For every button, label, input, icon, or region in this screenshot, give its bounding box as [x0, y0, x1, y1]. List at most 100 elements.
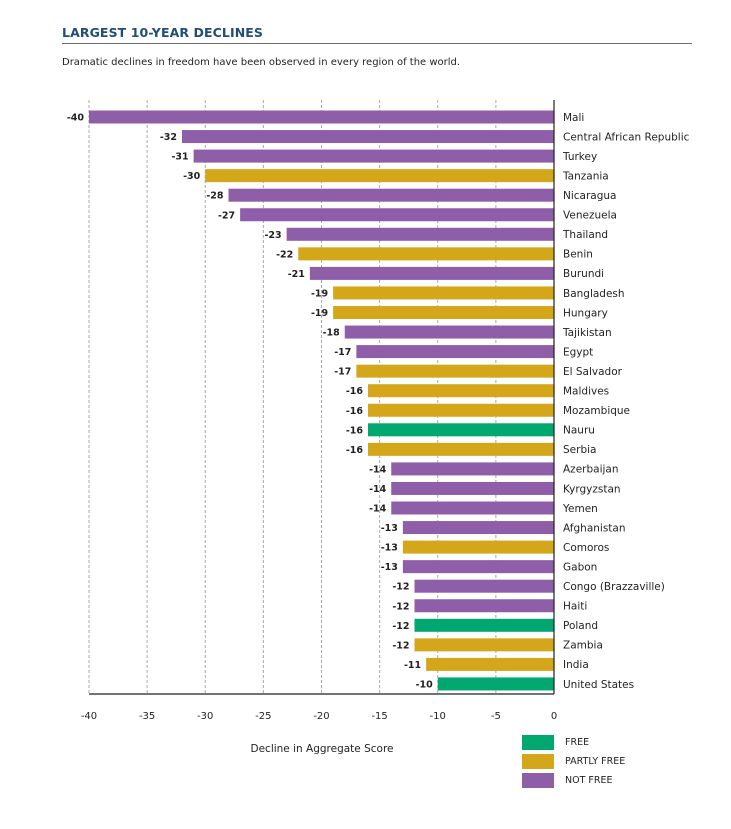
value-label: -19	[311, 288, 328, 299]
bar	[356, 364, 554, 378]
bar	[240, 208, 554, 222]
bar	[402, 521, 554, 535]
value-label: -31	[171, 152, 188, 163]
value-label: -13	[381, 562, 398, 573]
bar	[368, 403, 554, 417]
value-label: -17	[334, 347, 351, 358]
x-axis-label: Decline in Aggregate Score	[251, 743, 394, 755]
bar	[333, 286, 554, 300]
value-label: -14	[369, 484, 387, 495]
x-tick-label: -5	[491, 711, 501, 722]
legend-item-partly-free: PARTLY FREE	[522, 752, 625, 771]
value-label: -14	[369, 464, 387, 475]
chart-title: LARGEST 10-YEAR DECLINES	[62, 25, 264, 40]
value-label: -22	[276, 249, 293, 260]
bar	[368, 423, 554, 437]
category-label: Kyrgyzstan	[563, 483, 621, 495]
bar	[414, 638, 554, 652]
bar	[368, 384, 554, 398]
category-label: Venezuela	[563, 210, 617, 222]
value-label: -16	[346, 406, 364, 417]
category-label: Poland	[563, 620, 598, 632]
bar	[391, 462, 554, 476]
value-label: -12	[392, 601, 409, 612]
bar	[414, 618, 554, 632]
category-label: United States	[563, 679, 634, 691]
axes	[89, 100, 555, 695]
category-label: Tanzania	[562, 170, 609, 182]
category-label: Serbia	[563, 444, 596, 456]
x-tick-label: 0	[551, 711, 557, 722]
x-tick-label: -10	[430, 711, 446, 722]
category-label: Hungary	[563, 307, 608, 319]
value-label: -10	[416, 679, 434, 690]
value-label: -18	[323, 328, 341, 339]
legend: FREE PARTLY FREE NOT FREE	[522, 733, 625, 790]
bar	[437, 677, 554, 691]
bar	[368, 442, 554, 456]
category-label: Bangladesh	[563, 288, 625, 300]
value-label: -16	[346, 425, 364, 436]
value-label: -11	[404, 660, 421, 671]
bar	[414, 579, 554, 593]
category-label: Benin	[563, 249, 593, 261]
value-label: -17	[334, 367, 351, 378]
x-tick-labels: -40 -35 -30 -25 -20 -15 -10 -5 0	[81, 711, 557, 722]
value-label: -27	[218, 210, 235, 221]
category-label: Egypt	[563, 346, 593, 358]
x-tick-label: -35	[139, 711, 155, 722]
value-label: -13	[381, 523, 398, 534]
value-label: -32	[160, 132, 177, 143]
legend-swatch-not-free	[522, 773, 554, 788]
category-label: Afghanistan	[563, 522, 626, 534]
category-label: Maldives	[563, 386, 609, 398]
category-label: Haiti	[563, 601, 587, 613]
bar	[182, 130, 554, 144]
x-tick-label: -25	[255, 711, 271, 722]
category-label: Turkey	[562, 151, 597, 163]
category-label: Thailand	[562, 229, 608, 241]
bar	[89, 110, 554, 124]
value-label: -23	[264, 230, 281, 241]
value-label: -21	[288, 269, 305, 280]
value-label: -16	[346, 386, 364, 397]
category-label: Central African Republic	[563, 131, 690, 143]
category-label: India	[563, 659, 589, 671]
chart-subtitle: Dramatic declines in freedom have been o…	[62, 57, 461, 68]
bar	[228, 188, 554, 202]
legend-label: PARTLY FREE	[565, 756, 626, 767]
value-label: -14	[369, 504, 387, 515]
bar	[402, 540, 554, 554]
value-label: -40	[67, 113, 85, 124]
bar	[414, 599, 554, 613]
bar	[402, 560, 554, 574]
bar	[344, 325, 554, 339]
category-label: Zambia	[563, 640, 603, 652]
bars: -40 Mali -32 Central African Republic -31 Tur…	[67, 110, 690, 691]
category-label: Azerbaijan	[563, 464, 619, 476]
legend-label: FREE	[565, 737, 590, 748]
bar	[426, 657, 554, 671]
bar	[356, 345, 554, 359]
bar	[391, 481, 554, 495]
legend-swatch-partly-free	[522, 754, 554, 769]
value-label: -12	[392, 640, 409, 651]
category-label: Comoros	[563, 542, 609, 554]
bar	[286, 227, 554, 241]
bar	[309, 266, 554, 280]
bar	[205, 169, 554, 183]
x-tick-label: -15	[371, 711, 387, 722]
title-divider	[62, 43, 692, 44]
value-label: -13	[381, 543, 398, 554]
bar	[193, 149, 554, 163]
value-label: -16	[346, 445, 364, 456]
category-label: Congo (Brazzaville)	[563, 581, 665, 593]
category-label: Mozambique	[563, 405, 630, 417]
category-label: Yemen	[562, 503, 598, 515]
value-label: -19	[311, 308, 328, 319]
category-label: Nicaragua	[563, 190, 616, 202]
category-label: Tajikistan	[562, 327, 612, 339]
value-label: -28	[206, 191, 224, 202]
bar	[391, 501, 554, 515]
